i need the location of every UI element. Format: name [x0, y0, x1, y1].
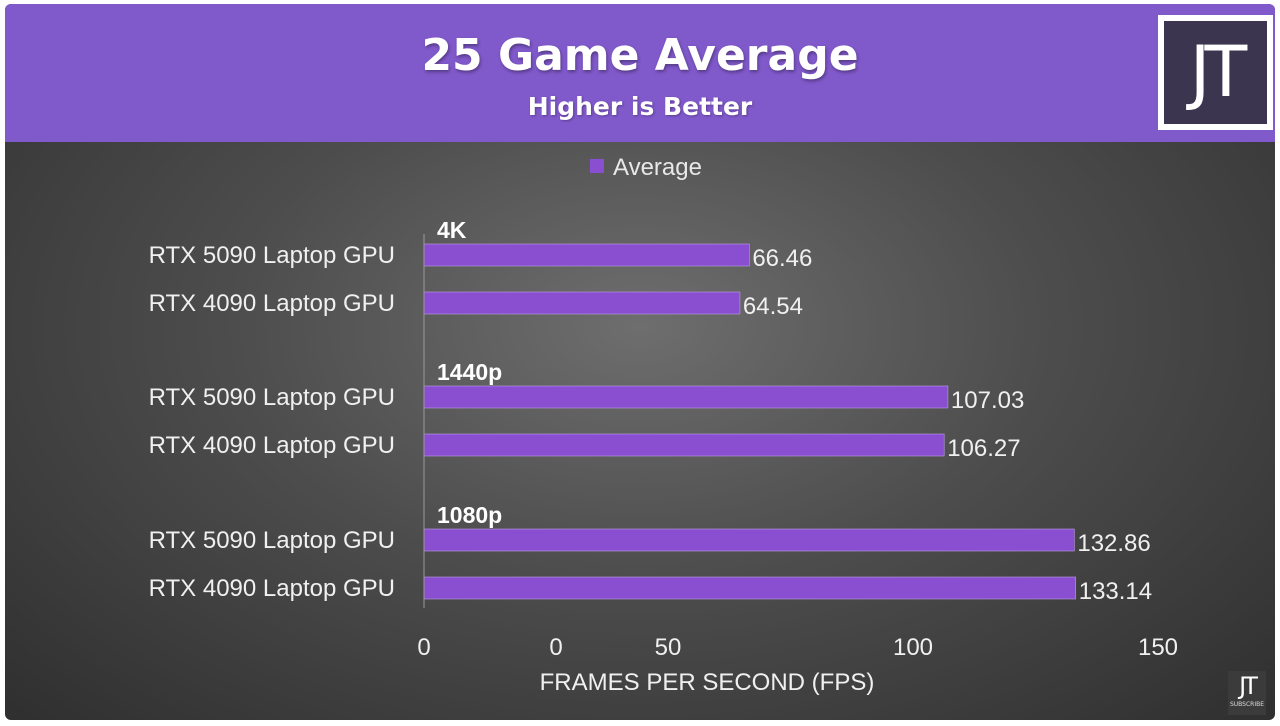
group-label: 1080p [437, 502, 502, 528]
data-label: 106.27 [947, 435, 1020, 462]
data-label: 66.46 [752, 245, 812, 272]
bar [423, 576, 1077, 600]
bar [423, 433, 945, 457]
legend-label: Average [613, 154, 702, 181]
chart-axes: 0 0 50 100 150 FRAMES PER SECOND (FPS) [417, 234, 1178, 696]
bar [423, 291, 741, 315]
chart-frame: 25 Game Average Higher is Better JT Aver… [5, 4, 1275, 720]
x-tick-label: 0 [417, 634, 430, 661]
x-axis-title: FRAMES PER SECOND (FPS) [540, 669, 875, 696]
x-tick-label: 50 [655, 634, 682, 661]
bar [423, 243, 750, 267]
chart-groups: 4K RTX 5090 Laptop GPU 66.46 RTX 4090 Lapto… [149, 217, 1153, 605]
bar [423, 385, 949, 409]
category-label: RTX 5090 Laptop GPU [149, 242, 395, 269]
data-label: 132.86 [1077, 530, 1150, 557]
chart-legend: Average [590, 154, 702, 181]
bar-chart: Average 4K RTX 5090 Laptop GPU 66.46 RTX 40… [149, 154, 1178, 696]
category-label: RTX 4090 Laptop GPU [149, 432, 395, 459]
watermark-label: SUBSCRIBE [1229, 701, 1265, 708]
category-label: RTX 4090 Laptop GPU [149, 575, 395, 602]
group-label: 4K [437, 217, 467, 243]
chart-title: 25 Game Average [421, 30, 859, 81]
chart-subtitle: Higher is Better [527, 92, 753, 121]
data-label: 133.14 [1079, 578, 1152, 605]
group-label: 1440p [437, 359, 502, 385]
watermark-logo: JT [1239, 672, 1258, 700]
subscribe-watermark[interactable]: JT SUBSCRIBE [1228, 671, 1266, 715]
bar [423, 528, 1075, 552]
data-label: 107.03 [951, 387, 1024, 414]
chart-header: 25 Game Average Higher is Better JT [5, 4, 1275, 142]
category-label: RTX 5090 Laptop GPU [149, 384, 395, 411]
x-tick-label: 100 [893, 634, 933, 661]
category-label: RTX 5090 Laptop GPU [149, 527, 395, 554]
category-label: RTX 4090 Laptop GPU [149, 290, 395, 317]
legend-swatch [590, 159, 604, 173]
x-tick-label: 150 [1138, 634, 1178, 661]
x-tick-label: 0 [549, 634, 562, 661]
data-label: 64.54 [743, 293, 803, 320]
channel-logo: JT [1158, 15, 1273, 130]
